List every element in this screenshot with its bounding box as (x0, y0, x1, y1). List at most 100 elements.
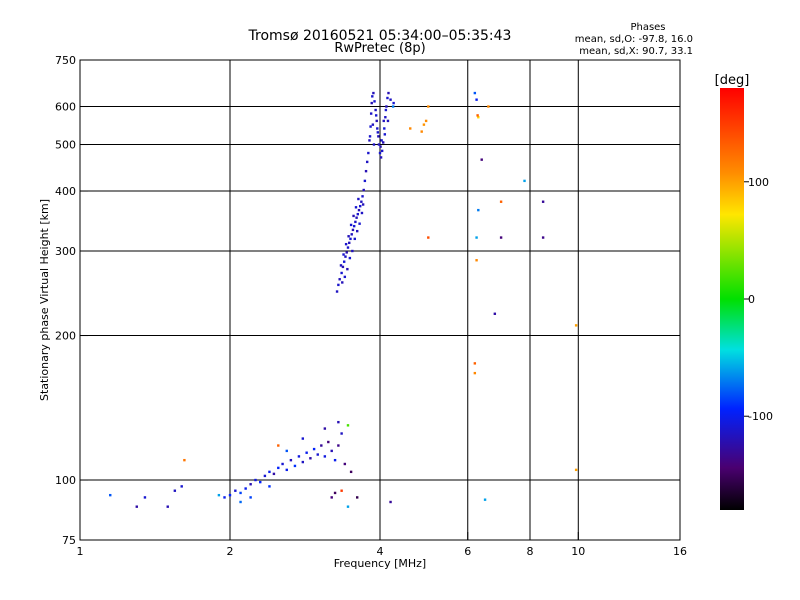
data-point (574, 324, 578, 327)
data-point (382, 141, 385, 144)
data-point (330, 449, 333, 453)
data-point (346, 246, 350, 249)
y-axis-label: Stationary phase Virtual Height [km] (38, 199, 51, 401)
data-point (293, 464, 297, 468)
data-point (135, 505, 138, 508)
data-point (183, 458, 186, 462)
data-point (327, 440, 330, 444)
x-axis-ticks: 1 2 4 6 8 10 16 (77, 532, 687, 558)
data-point (343, 462, 347, 466)
data-point (473, 91, 477, 95)
data-point (387, 91, 390, 95)
data-point (376, 127, 379, 130)
data-point (338, 278, 341, 281)
x-tick-label: 2 (227, 545, 234, 558)
data-point (389, 500, 392, 504)
data-point (349, 470, 353, 474)
data-point (364, 169, 368, 173)
data-point (333, 491, 337, 495)
data-point (363, 179, 367, 183)
data-point (409, 127, 412, 130)
data-point (365, 160, 369, 164)
data-point (228, 493, 232, 497)
y-tick-label: 200 (55, 330, 76, 343)
data-point (355, 496, 359, 499)
data-point (354, 220, 357, 224)
data-point (389, 98, 392, 101)
colorbar-tick-label: -100 (748, 410, 773, 423)
y-tick-label: 75 (62, 534, 76, 547)
data-point (342, 260, 346, 263)
data-point (370, 101, 373, 105)
data-point (361, 203, 365, 206)
data-point (523, 179, 526, 183)
data-point (330, 496, 333, 499)
data-point (386, 119, 390, 123)
data-point (335, 290, 339, 293)
data-point (263, 474, 267, 478)
y-tick-label: 750 (55, 54, 76, 67)
x-axis-label: Frequency [MHz] (334, 557, 426, 570)
data-point (427, 105, 430, 108)
data-point (173, 489, 177, 492)
data-point (487, 105, 490, 108)
data-point (377, 143, 381, 146)
data-point (301, 437, 305, 440)
data-point (424, 119, 428, 123)
data-point (268, 470, 271, 474)
data-point (374, 114, 378, 117)
data-point (346, 424, 350, 427)
x-tick-label: 6 (464, 545, 471, 558)
x-tick-label: 4 (377, 545, 384, 558)
data-point (323, 455, 327, 458)
data-point (355, 216, 358, 219)
data-point (166, 505, 169, 508)
chart-title: Tromsø 20160521 05:34:00–05:35:43 (248, 28, 512, 44)
data-point (281, 462, 284, 466)
data-point (422, 123, 426, 126)
data-point (347, 235, 350, 238)
data-point (217, 493, 221, 497)
data-point (499, 236, 503, 239)
data-point (348, 241, 351, 245)
data-point (346, 267, 349, 271)
data-point (333, 458, 337, 462)
data-point (386, 96, 389, 100)
data-point (340, 432, 343, 435)
data-point (309, 457, 312, 460)
data-point (373, 100, 376, 103)
data-point (305, 451, 308, 454)
data-point (427, 236, 430, 239)
data-point (385, 105, 388, 108)
info-o-mode: mean, sd,O: -97.8, 16.0 (575, 34, 693, 45)
data-point (244, 487, 247, 490)
data-point (345, 251, 348, 254)
data-point (473, 371, 477, 375)
data-point (355, 229, 359, 233)
data-point (357, 197, 360, 201)
data-point (392, 101, 395, 105)
data-point (475, 98, 478, 101)
y-tick-label: 600 (55, 101, 76, 114)
data-point (384, 108, 388, 112)
data-point (340, 489, 343, 492)
data-point (349, 223, 353, 227)
data-point (277, 466, 280, 470)
y-tick-label: 100 (55, 474, 76, 487)
data-point (337, 283, 340, 287)
data-point (349, 237, 352, 241)
data-point (379, 145, 382, 148)
x-tick-label: 1 (77, 545, 84, 558)
data-point (368, 135, 372, 138)
data-point (348, 256, 352, 260)
data-point (249, 483, 252, 486)
data-point (346, 505, 350, 508)
data-point (285, 468, 288, 472)
data-point (277, 444, 280, 447)
data-point (541, 200, 545, 203)
data-point (337, 420, 340, 424)
data-point (234, 489, 237, 492)
data-point (301, 460, 305, 464)
data-point (344, 242, 348, 246)
colorbar-tick-label: 100 (748, 176, 769, 189)
